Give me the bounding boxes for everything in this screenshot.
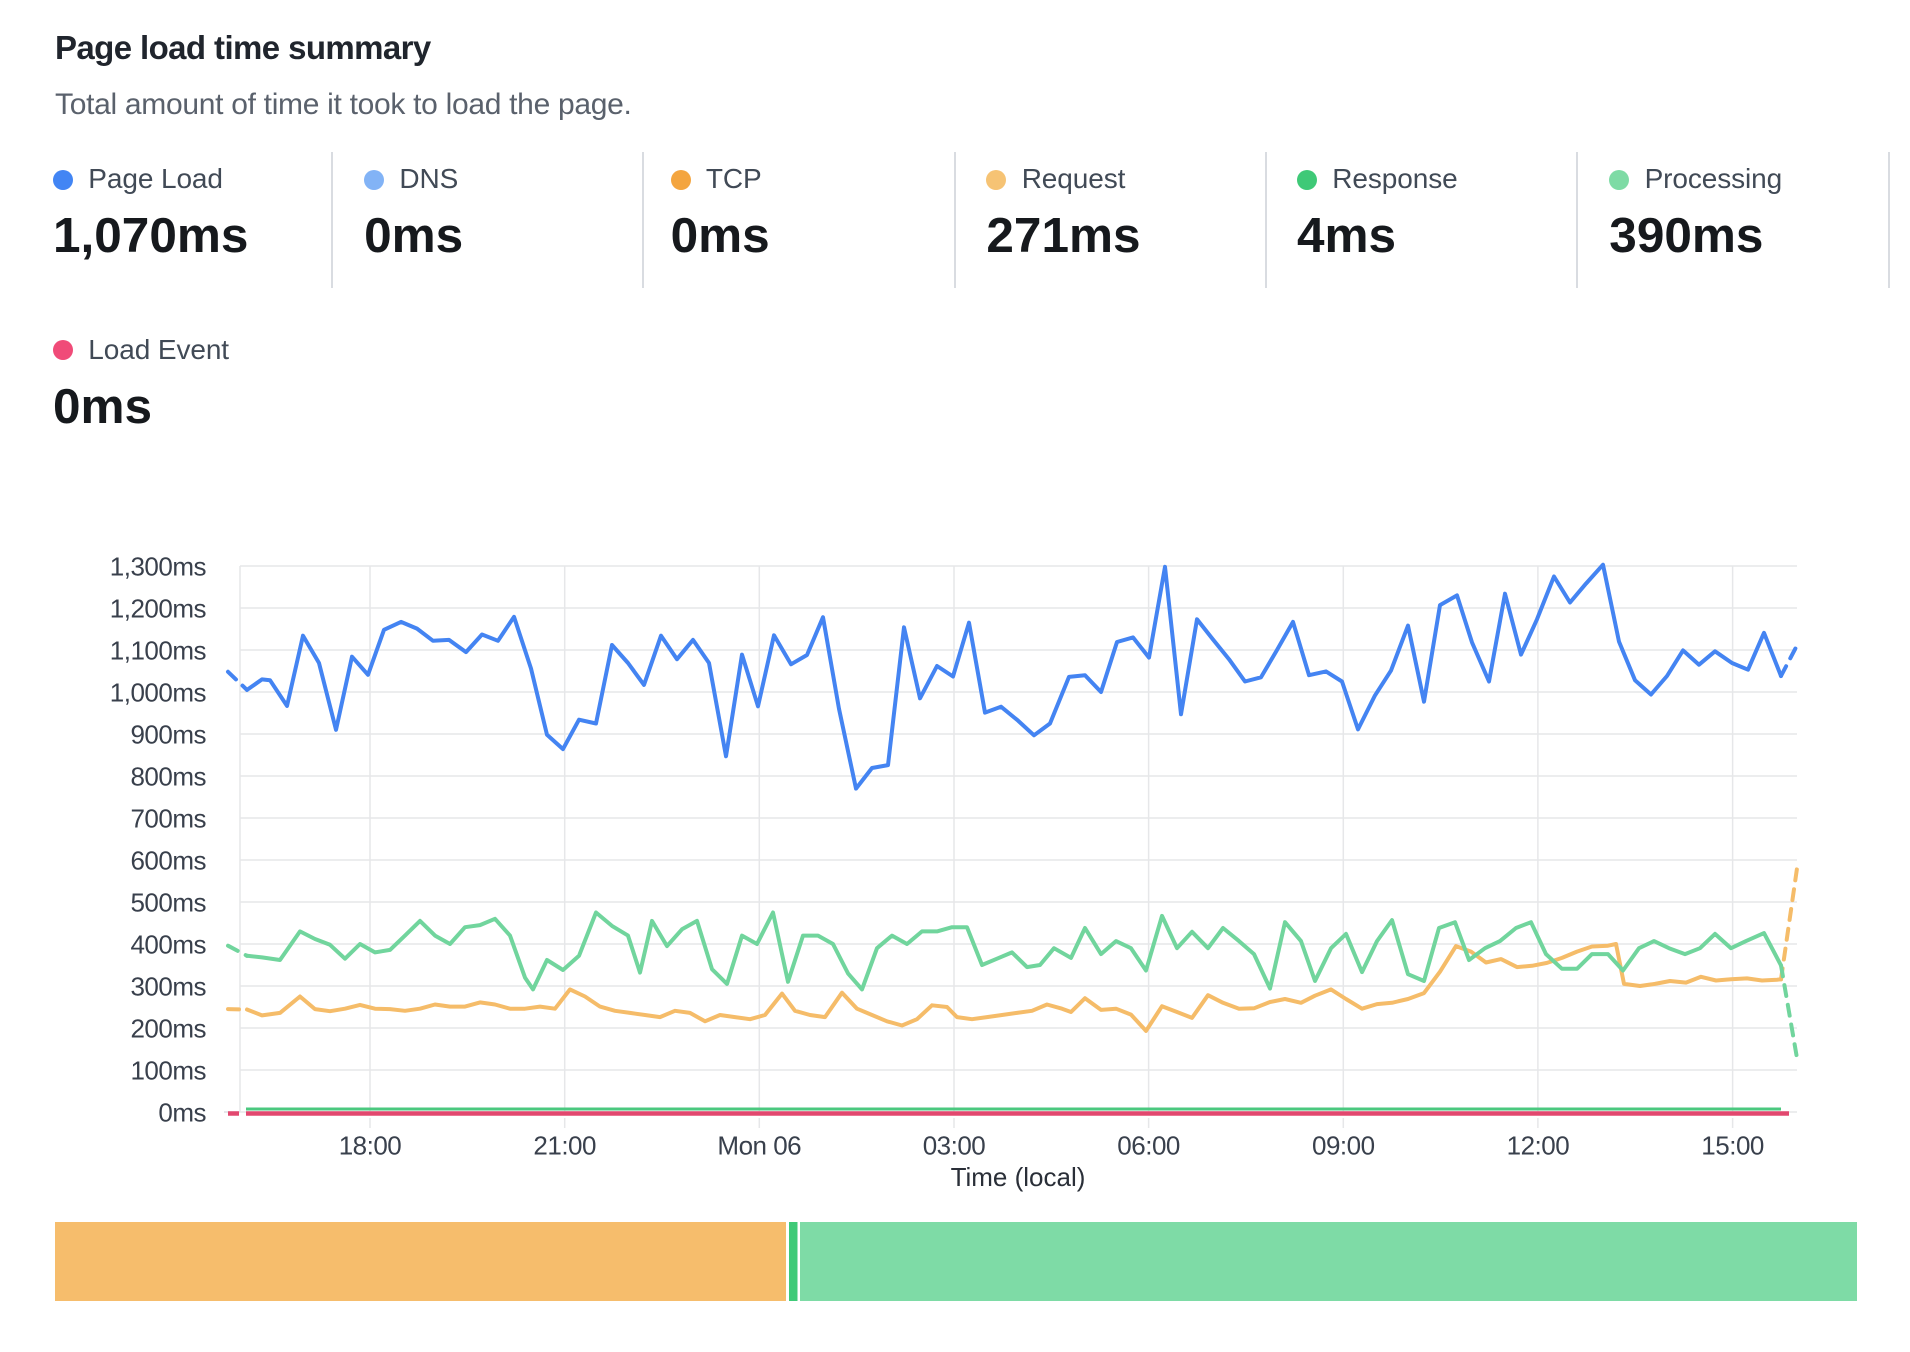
- svg-text:500ms: 500ms: [130, 888, 206, 918]
- svg-text:18:00: 18:00: [339, 1131, 402, 1161]
- svg-text:1,200ms: 1,200ms: [110, 594, 207, 624]
- svg-text:600ms: 600ms: [130, 846, 206, 876]
- svg-text:700ms: 700ms: [130, 804, 206, 834]
- svg-text:1,000ms: 1,000ms: [110, 678, 207, 708]
- svg-text:0ms: 0ms: [158, 1098, 206, 1128]
- svg-text:21:00: 21:00: [533, 1131, 596, 1161]
- svg-text:800ms: 800ms: [130, 762, 206, 792]
- svg-text:400ms: 400ms: [130, 930, 206, 960]
- svg-text:15:00: 15:00: [1701, 1131, 1764, 1161]
- svg-text:09:00: 09:00: [1312, 1131, 1375, 1161]
- svg-text:Time (local): Time (local): [951, 1162, 1086, 1192]
- svg-text:200ms: 200ms: [130, 1014, 206, 1044]
- svg-text:100ms: 100ms: [130, 1056, 206, 1086]
- svg-text:Mon 06: Mon 06: [717, 1131, 801, 1161]
- svg-text:300ms: 300ms: [130, 972, 206, 1002]
- svg-text:900ms: 900ms: [130, 720, 206, 750]
- svg-text:12:00: 12:00: [1507, 1131, 1570, 1161]
- svg-text:1,100ms: 1,100ms: [110, 636, 207, 666]
- svg-text:06:00: 06:00: [1117, 1131, 1180, 1161]
- svg-text:1,300ms: 1,300ms: [110, 552, 207, 582]
- svg-text:03:00: 03:00: [923, 1131, 986, 1161]
